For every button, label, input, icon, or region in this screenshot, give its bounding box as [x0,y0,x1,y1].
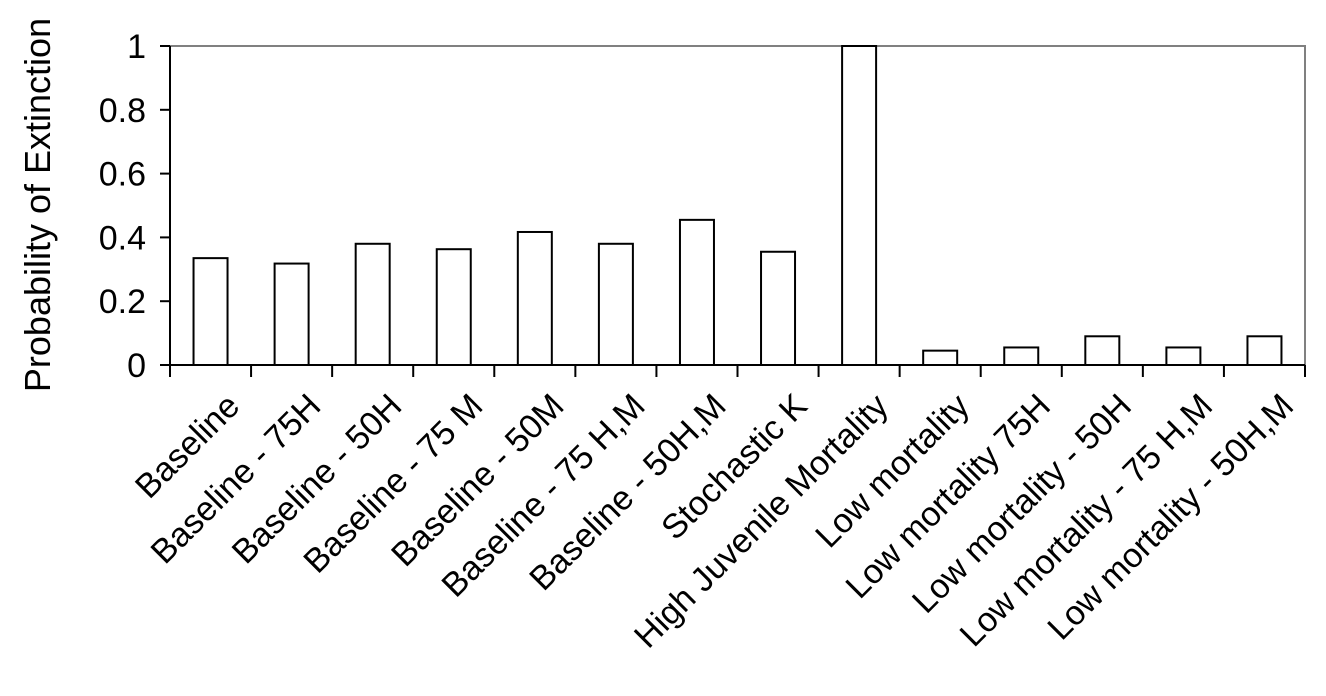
bar [354,242,391,366]
bar [760,250,797,367]
bar [273,262,310,367]
bar [192,257,229,367]
y-tick-label: 0.6 [99,156,146,194]
bar [1003,346,1040,366]
y-tick-label: 0.8 [99,92,146,130]
bar [841,45,878,366]
y-tick-label: 1 [127,28,146,66]
bar [597,242,634,366]
bar [516,230,553,366]
bar [1165,346,1202,366]
y-tick-label: 0 [127,347,146,385]
bar [922,349,959,366]
bar [435,248,472,366]
y-tick-label: 0.4 [99,219,146,257]
bar [1246,335,1283,367]
bar [1084,335,1121,367]
y-tick-label: 0.2 [99,283,146,321]
bar [678,218,715,366]
y-axis-title: Probability of Extinction [17,18,58,392]
